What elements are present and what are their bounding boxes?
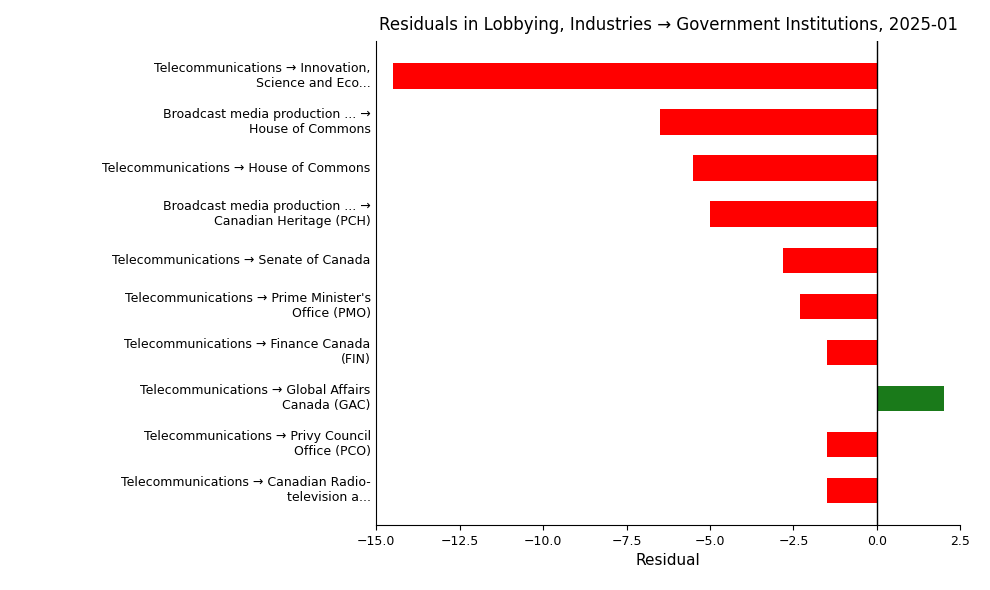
Bar: [827, 340, 877, 365]
Bar: [693, 155, 877, 181]
Bar: [827, 432, 877, 457]
Bar: [710, 201, 877, 227]
X-axis label: Residual: Residual: [636, 553, 701, 568]
Bar: [827, 478, 877, 503]
Bar: [393, 63, 877, 88]
Bar: [877, 386, 943, 411]
Title: Residuals in Lobbying, Industries → Government Institutions, 2025-01: Residuals in Lobbying, Industries → Gove…: [379, 16, 957, 34]
Bar: [660, 109, 877, 135]
Bar: [783, 248, 877, 273]
Bar: [800, 294, 877, 319]
